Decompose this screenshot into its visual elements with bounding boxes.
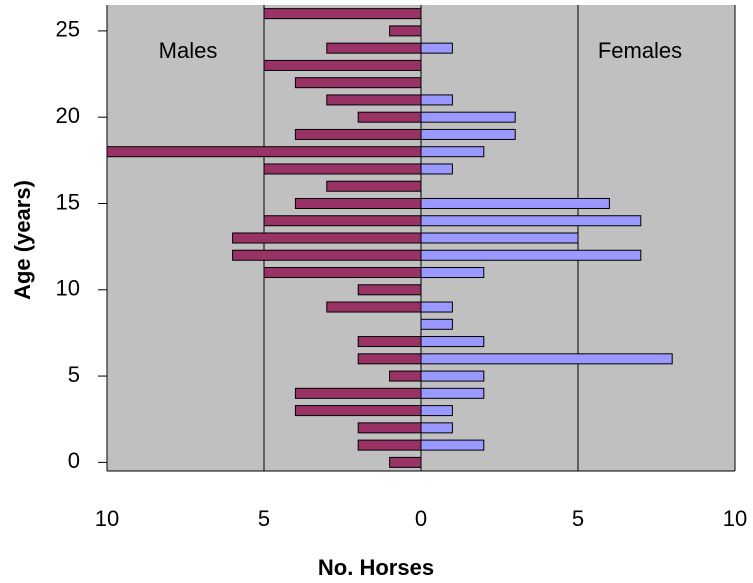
bar <box>326 42 422 54</box>
y-tick-label: 0 <box>68 448 80 473</box>
bar <box>420 146 485 158</box>
bar <box>263 267 422 279</box>
bar <box>420 387 485 399</box>
bar <box>263 215 422 227</box>
bar <box>420 232 579 244</box>
bar <box>420 336 485 348</box>
bar <box>294 128 422 140</box>
bar <box>263 59 422 71</box>
bar <box>263 163 422 175</box>
x-tick-label: 10 <box>95 506 119 531</box>
bar <box>420 318 453 330</box>
bar <box>420 215 642 227</box>
x-tick-label: 0 <box>415 506 427 531</box>
x-tick-label: 10 <box>723 506 747 531</box>
bar <box>357 439 422 451</box>
bar <box>326 301 422 313</box>
bar <box>357 422 422 434</box>
bar <box>232 249 422 261</box>
bar <box>294 77 422 89</box>
bar <box>294 405 422 417</box>
bar <box>389 456 422 468</box>
x-tick-label: 5 <box>258 506 270 531</box>
bar <box>420 422 453 434</box>
bar <box>294 387 422 399</box>
bar <box>420 267 485 279</box>
y-tick-label: 5 <box>68 362 80 387</box>
y-tick-label: 25 <box>56 17 80 42</box>
annotation: Males <box>159 38 218 63</box>
y-tick-label: 15 <box>56 189 80 214</box>
bar <box>420 439 485 451</box>
bar <box>420 405 453 417</box>
bar <box>357 336 422 348</box>
bar <box>420 249 642 261</box>
bar <box>420 111 516 123</box>
x-axis-title: No. Horses <box>318 555 434 580</box>
bar <box>420 197 610 209</box>
bar <box>420 42 453 54</box>
bar <box>420 353 673 365</box>
bar <box>357 353 422 365</box>
bar <box>420 94 453 106</box>
bar <box>326 180 422 192</box>
bar <box>420 163 453 175</box>
bar <box>326 94 422 106</box>
bar <box>420 128 516 140</box>
bar <box>294 197 422 209</box>
bar <box>389 370 422 382</box>
bar <box>420 301 453 313</box>
bar <box>389 25 422 37</box>
bar <box>106 146 422 158</box>
bar <box>420 370 485 382</box>
bar <box>357 111 422 123</box>
bar <box>357 284 422 296</box>
y-tick-label: 20 <box>56 103 80 128</box>
annotation: Females <box>598 38 682 63</box>
y-tick-label: 10 <box>56 276 80 301</box>
bar <box>232 232 422 244</box>
y-axis-title: Age (years) <box>10 180 35 300</box>
bar <box>263 8 422 20</box>
x-tick-label: 5 <box>572 506 584 531</box>
